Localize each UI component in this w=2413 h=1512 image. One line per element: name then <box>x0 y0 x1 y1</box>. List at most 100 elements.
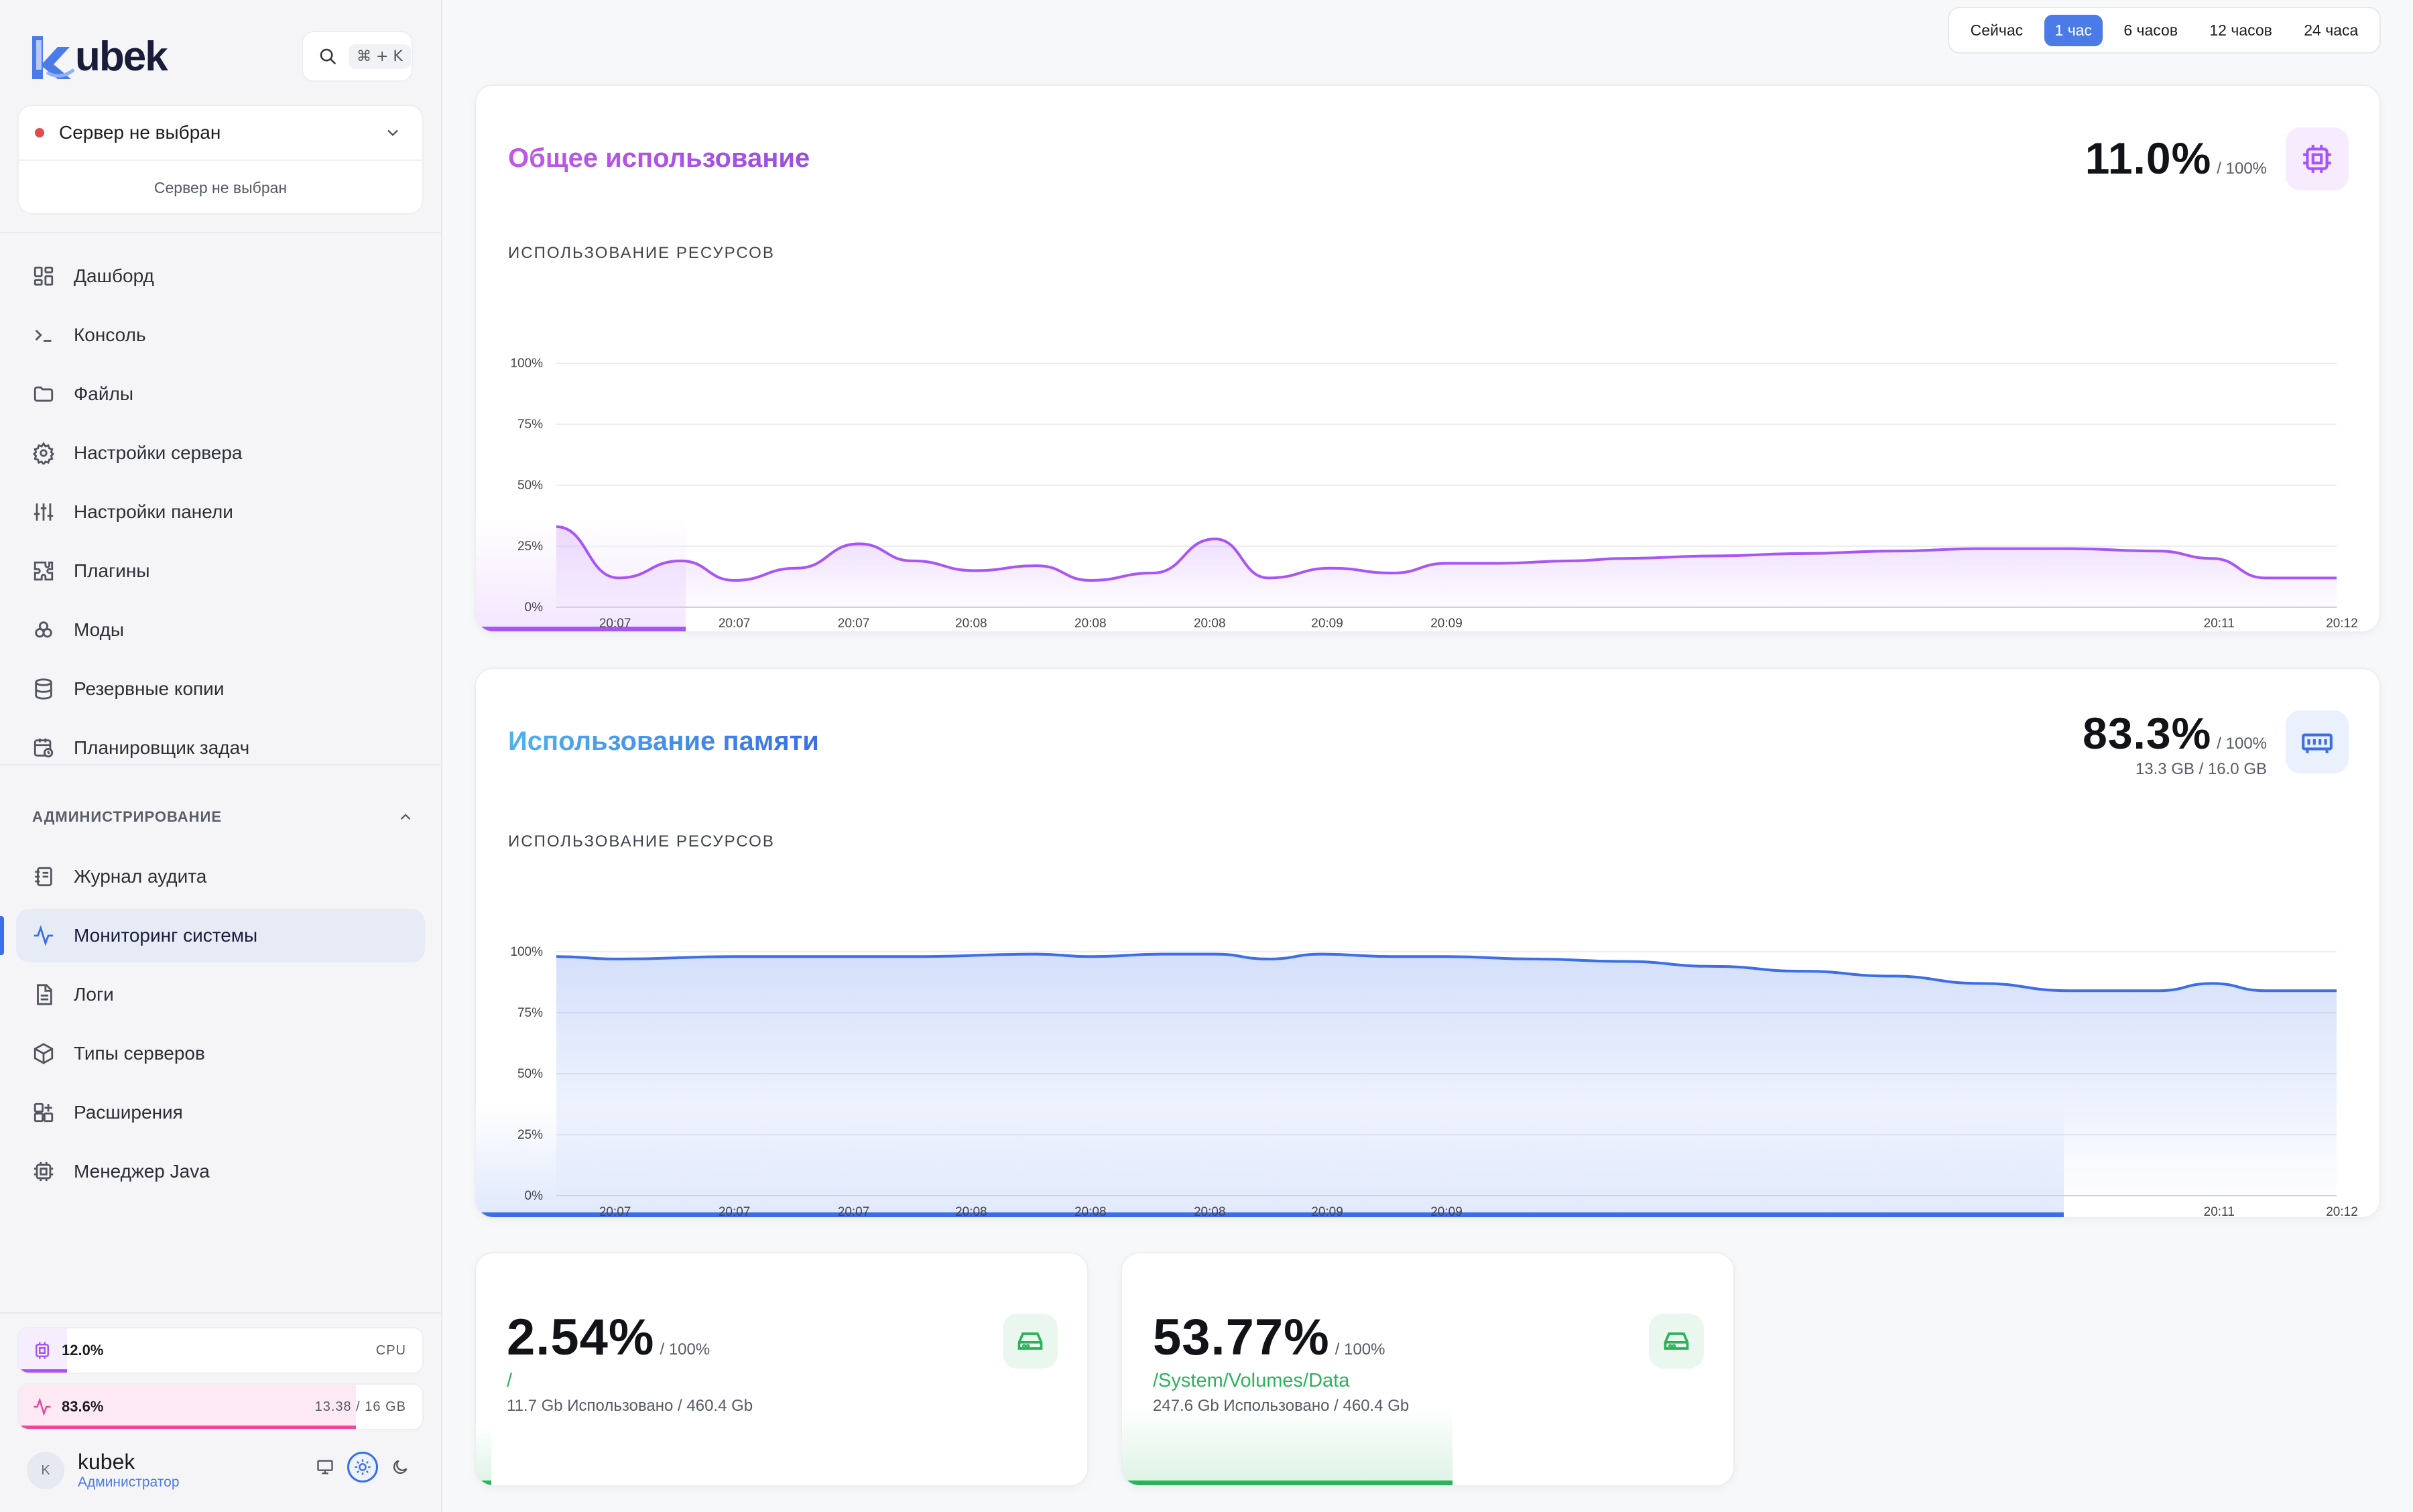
x-tick-label: 20:08 <box>1074 617 1107 631</box>
disk-usage: 247.6 Gb Использовано / 460.4 Gb <box>1153 1397 1410 1415</box>
kubek-logo-icon <box>32 36 75 79</box>
nav-item-label: Консоль <box>74 324 146 345</box>
admin-nav: Журнал аудита Мониторинг системы Логи Ти… <box>16 850 425 1204</box>
cubes-icon <box>35 621 52 638</box>
theme-dark-button[interactable] <box>385 1452 416 1483</box>
cpu-value-number: 11.0% <box>2085 133 2212 183</box>
nav-item-label: Менеджер Java <box>74 1161 210 1182</box>
disk-path: /System/Volumes/Data <box>1153 1370 1350 1391</box>
disk-value-number: 53.77% <box>1153 1309 1330 1366</box>
nav-item-label: Журнал аудита <box>74 866 207 887</box>
search-button[interactable]: ⌘ + K <box>302 31 413 82</box>
memory-card-title: Использование памяти <box>508 727 819 756</box>
y-tick-label: 25% <box>517 540 543 554</box>
cpu-stat-value: 12.0% <box>62 1342 104 1359</box>
nav-item-extensions[interactable]: Расширения <box>16 1086 425 1139</box>
y-tick-label: 50% <box>517 479 543 493</box>
server-select-dropdown[interactable]: Сервер не выбран <box>19 106 422 161</box>
cpu-card-icon-box <box>2286 127 2349 190</box>
nav-item-server-types[interactable]: Типы серверов <box>16 1027 425 1080</box>
y-tick-label: 50% <box>517 1067 543 1081</box>
disk-usage: 11.7 Gb Использовано / 460.4 Gb <box>507 1397 753 1415</box>
audit-log-icon <box>35 867 52 887</box>
memory-bottom-bar <box>476 1212 2064 1217</box>
sidebar-ram-stat: 83.6% 13.38 / 16 GB <box>17 1383 424 1430</box>
range-option-1h[interactable]: 1 час <box>2044 14 2103 46</box>
nav-item-label: Настройки сервера <box>74 442 243 463</box>
nav-item-system-monitoring[interactable]: Мониторинг системы <box>16 909 425 962</box>
theme-light-button[interactable] <box>347 1452 378 1483</box>
sidebar-divider <box>0 764 441 765</box>
admin-section-header[interactable]: АДМИНИСТРИРОВАНИЕ <box>32 808 414 826</box>
nav-item-label: Логи <box>74 984 114 1005</box>
cpu-stat-bar <box>19 1369 68 1373</box>
nav-item-label: Файлы <box>74 383 133 404</box>
calendar-clock-icon <box>34 738 54 758</box>
memory-usage-chart: 100% 75% 50% 25% 0% 20:07 20:07 20:07 20:08 20:08… <box>510 945 2357 1218</box>
y-tick-label: 25% <box>517 1128 543 1142</box>
nav-item-label: Мониторинг системы <box>74 925 258 946</box>
folder-icon <box>34 386 54 402</box>
nav-item-server-settings[interactable]: Настройки сервера <box>16 426 425 480</box>
cpu-usage-chart: 100% 75% 50% 25% 0% 20:07 20:07 20:07 20:08 20:08… <box>510 357 2358 631</box>
disk-card-root: 2.54% / 100% / 11.7 Gb Использовано / 460… <box>475 1252 1089 1487</box>
avatar: K <box>27 1452 64 1489</box>
nav-item-backups[interactable]: Резервные копии <box>16 662 425 716</box>
x-tick-label: 20:11 <box>2204 1205 2235 1218</box>
nav-item-mods[interactable]: Моды <box>16 603 425 657</box>
nav-item-label: Расширения <box>74 1102 183 1123</box>
nav-item-plugins[interactable]: Плагины <box>16 544 425 598</box>
cpu-bottom-bar <box>476 627 686 631</box>
active-nav-marker <box>0 916 4 955</box>
nav-item-logs[interactable]: Логи <box>16 968 425 1021</box>
x-tick-label: 20:07 <box>599 1205 631 1218</box>
cpu-stat-fill <box>19 1328 68 1373</box>
nav-item-scheduler[interactable]: Планировщик задач <box>16 721 425 775</box>
nav-item-files[interactable]: Файлы <box>16 367 425 421</box>
sidebar-cpu-stat: 12.0% CPU <box>17 1327 424 1374</box>
logo[interactable]: ubek <box>27 29 201 83</box>
range-option-24h[interactable]: 24 часа <box>2304 21 2359 39</box>
ram-stat-value: 83.6% <box>62 1398 104 1415</box>
nav-item-panel-settings[interactable]: Настройки панели <box>16 485 425 539</box>
nav-item-label: Настройки панели <box>74 501 233 522</box>
range-option-12h[interactable]: 12 часов <box>2209 21 2272 39</box>
logo-text: ubek <box>75 33 168 80</box>
sidebar: ubek ⌘ + K Сервер не выбран Сервер не вы… <box>0 0 442 1512</box>
cpu-card-title: Общее использование <box>508 143 810 173</box>
x-tick-label: 20:07 <box>838 1205 870 1218</box>
series-line <box>556 952 2337 993</box>
range-option-now[interactable]: Сейчас <box>1970 21 2024 39</box>
cpu-value-of: / 100% <box>2217 160 2267 178</box>
user-role: Администратор <box>78 1474 180 1490</box>
x-tick-label: 20:08 <box>955 1205 987 1218</box>
x-tick-label: 20:09 <box>1311 617 1343 631</box>
activity-icon <box>34 1397 51 1416</box>
nav-item-console[interactable]: Консоль <box>16 308 425 362</box>
nav-item-audit-log[interactable]: Журнал аудита <box>16 850 425 903</box>
disk-value-of: / 100% <box>660 1340 710 1359</box>
x-tick-label: 20:12 <box>2326 617 2358 631</box>
chevron-up-icon <box>400 814 411 820</box>
hard-drive-icon <box>1664 1332 1689 1350</box>
disk-bottom-bar <box>476 1480 491 1485</box>
cpu-chart-label: ИСПОЛЬЗОВАНИЕ РЕСУРСОВ <box>508 244 775 262</box>
search-icon <box>320 48 336 65</box>
user-profile[interactable]: K kubek Администратор <box>27 1448 429 1493</box>
nav-item-java-manager[interactable]: Менеджер Java <box>16 1145 425 1198</box>
x-tick-label: 20:11 <box>2204 617 2235 631</box>
memory-card-sub: 13.3 GB / 16.0 GB <box>2135 760 2267 778</box>
cpu-usage-card: Общее использование 11.0% / 100% ИСПОЛЬЗО… <box>475 84 2381 633</box>
y-tick-label: 0% <box>525 601 544 615</box>
x-tick-label: 20:08 <box>1194 1205 1226 1218</box>
nav-item-label: Дашборд <box>74 265 154 286</box>
nav-item-dashboard[interactable]: Дашборд <box>16 249 425 303</box>
main-nav: Дашборд Консоль Файлы Настройки сервера … <box>16 249 425 780</box>
theme-system-button[interactable] <box>310 1452 341 1483</box>
server-selector: Сервер не выбран Сервер не выбран <box>17 105 424 214</box>
nav-item-label: Моды <box>74 619 125 640</box>
chevron-down-icon <box>387 129 398 137</box>
gear-icon <box>32 442 55 464</box>
range-option-6h[interactable]: 6 часов <box>2123 21 2178 39</box>
disk-value: 2.54% / 100% <box>507 1308 710 1367</box>
